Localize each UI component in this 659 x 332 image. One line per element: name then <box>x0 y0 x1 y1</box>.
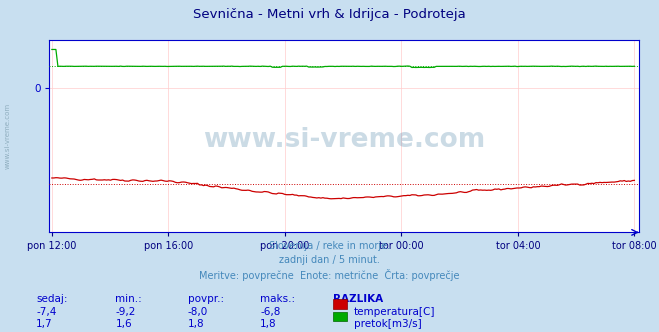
Text: -8,0: -8,0 <box>188 307 208 317</box>
Text: povpr.:: povpr.: <box>188 294 224 304</box>
Text: Slovenija / reke in morje.: Slovenija / reke in morje. <box>269 241 390 251</box>
Text: Meritve: povprečne  Enote: metrične  Črta: povprečje: Meritve: povprečne Enote: metrične Črta:… <box>199 269 460 281</box>
Text: -9,2: -9,2 <box>115 307 136 317</box>
Text: maks.:: maks.: <box>260 294 295 304</box>
Text: www.si-vreme.com: www.si-vreme.com <box>5 103 11 169</box>
Text: 1,8: 1,8 <box>188 319 204 329</box>
Text: -7,4: -7,4 <box>36 307 57 317</box>
Text: 1,7: 1,7 <box>36 319 53 329</box>
Text: sedaj:: sedaj: <box>36 294 68 304</box>
Text: RAZLIKA: RAZLIKA <box>333 294 383 304</box>
Text: min.:: min.: <box>115 294 142 304</box>
Text: -6,8: -6,8 <box>260 307 281 317</box>
Text: temperatura[C]: temperatura[C] <box>354 307 436 317</box>
Text: 1,6: 1,6 <box>115 319 132 329</box>
Text: pretok[m3/s]: pretok[m3/s] <box>354 319 422 329</box>
Text: Sevnična - Metni vrh & Idrijca - Podroteja: Sevnična - Metni vrh & Idrijca - Podrote… <box>193 8 466 21</box>
Text: zadnji dan / 5 minut.: zadnji dan / 5 minut. <box>279 255 380 265</box>
Text: 1,8: 1,8 <box>260 319 277 329</box>
Text: www.si-vreme.com: www.si-vreme.com <box>203 127 486 153</box>
